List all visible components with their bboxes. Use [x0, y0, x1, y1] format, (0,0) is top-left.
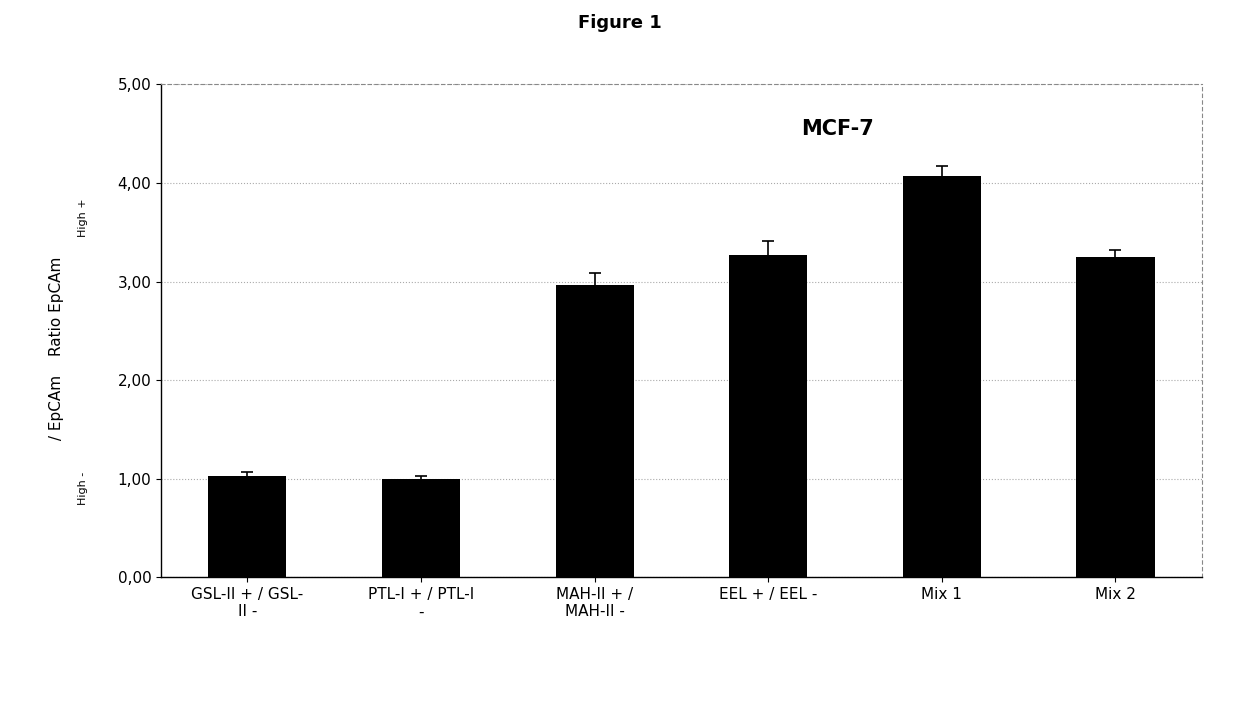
Bar — [730, 255, 808, 577]
Bar — [208, 476, 286, 577]
Text: / EpCAm: / EpCAm — [50, 375, 64, 445]
Text: High -: High - — [78, 472, 88, 505]
Bar — [1077, 257, 1155, 577]
Text: MCF-7: MCF-7 — [802, 119, 873, 139]
Text: Figure 1: Figure 1 — [577, 14, 662, 32]
Bar — [903, 176, 981, 577]
Bar — [382, 479, 460, 577]
Bar — [555, 284, 633, 577]
Text: High +: High + — [78, 199, 88, 237]
Text: Ratio EpCAm: Ratio EpCAm — [50, 256, 64, 356]
